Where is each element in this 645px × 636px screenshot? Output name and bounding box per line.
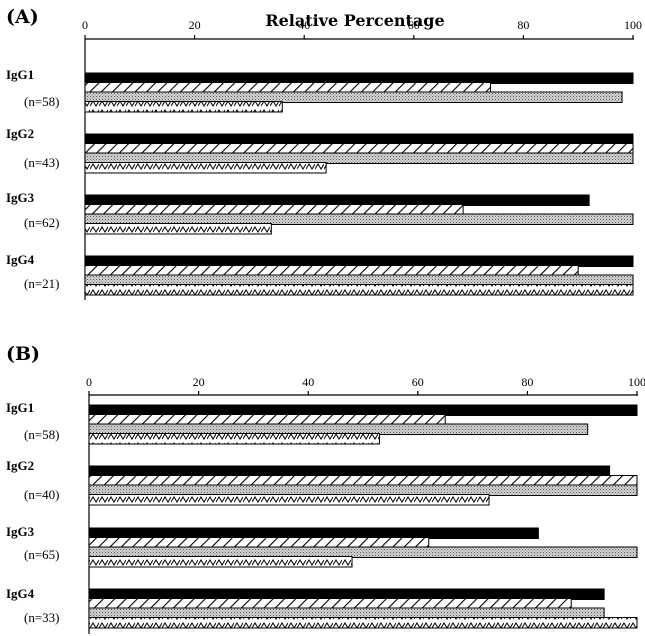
category-label-b-igg4: IgG4 bbox=[6, 586, 35, 601]
bar-b-igg2-hatched bbox=[88, 475, 638, 487]
x-tick-label-a-40: 40 bbox=[298, 18, 310, 32]
bar-b-igg1-dotted bbox=[88, 423, 589, 435]
bar-a-igg3-solid bbox=[84, 194, 590, 206]
bar-a-igg2-solid bbox=[84, 133, 634, 145]
bar-a-igg2-dotted bbox=[84, 152, 634, 164]
panel-a: (A) Relative Percentage 0 20 40 60 80 100 IgG… bbox=[6, 6, 642, 300]
bar-b-igg2-dotted bbox=[88, 484, 638, 496]
bar-a-igg1-hatched bbox=[84, 82, 492, 94]
bar-a-igg3-zigzag bbox=[84, 223, 272, 235]
bar-b-igg4-dotted bbox=[88, 607, 605, 619]
category-label-b-igg1: IgG1 bbox=[6, 400, 34, 415]
bar-a-igg1-dotted bbox=[84, 91, 623, 103]
bar-b-igg1-solid bbox=[88, 404, 638, 416]
bar-b-igg2-zigzag bbox=[88, 494, 490, 506]
bar-a-igg1-solid bbox=[84, 72, 634, 84]
bars-a bbox=[84, 72, 634, 296]
bar-a-igg4-hatched bbox=[84, 265, 579, 277]
bar-b-igg1-hatched bbox=[88, 414, 446, 426]
chart-title: Relative Percentage bbox=[265, 11, 444, 30]
category-label-b-igg2: IgG2 bbox=[6, 458, 34, 473]
category-label-a-igg4: IgG4 bbox=[6, 252, 35, 267]
x-tick-label-b-0: 0 bbox=[86, 375, 92, 389]
n-label-b-igg4: (n=33) bbox=[24, 610, 60, 625]
x-tick-label-a-100: 100 bbox=[624, 18, 642, 32]
x-tick-label-a-80: 80 bbox=[517, 18, 529, 32]
x-tick-label-b-100: 100 bbox=[628, 375, 645, 389]
bar-b-igg3-dotted bbox=[88, 546, 638, 558]
category-label-a-igg3: IgG3 bbox=[6, 190, 35, 205]
n-label-a-igg2: (n=43) bbox=[24, 155, 60, 170]
x-tick-label-b-20: 20 bbox=[193, 375, 205, 389]
bar-a-igg2-hatched bbox=[84, 143, 634, 155]
x-tick-label-a-20: 20 bbox=[189, 18, 201, 32]
category-label-a-igg2: IgG2 bbox=[6, 126, 34, 141]
bar-b-igg4-solid bbox=[88, 588, 605, 600]
bars-b bbox=[88, 404, 638, 629]
bar-b-igg3-hatched bbox=[88, 537, 430, 549]
bar-a-igg4-solid bbox=[84, 255, 634, 267]
n-label-a-igg3: (n=62) bbox=[24, 215, 60, 230]
bar-b-igg1-zigzag bbox=[88, 433, 380, 445]
x-tick-label-b-40: 40 bbox=[302, 375, 314, 389]
n-label-b-igg3: (n=65) bbox=[24, 547, 60, 562]
bar-b-igg4-zigzag bbox=[88, 617, 638, 629]
bar-a-igg4-zigzag bbox=[84, 284, 634, 296]
x-tick-label-a-0: 0 bbox=[82, 18, 88, 32]
x-axis-ticks-b: 0 20 40 60 80 100 bbox=[86, 375, 645, 395]
x-tick-label-b-60: 60 bbox=[412, 375, 424, 389]
category-label-a-igg1: IgG1 bbox=[6, 67, 34, 82]
panel-a-label: (A) bbox=[6, 6, 39, 28]
bar-a-igg1-zigzag bbox=[84, 101, 283, 113]
n-label-a-igg4: (n=21) bbox=[24, 276, 60, 291]
bar-b-igg4-hatched bbox=[88, 598, 572, 610]
n-label-b-igg1: (n=58) bbox=[24, 427, 60, 442]
bar-a-igg4-dotted bbox=[84, 274, 634, 286]
x-axis-ticks-a: 0 20 40 60 80 100 bbox=[82, 18, 642, 39]
n-label-a-igg1: (n=58) bbox=[24, 94, 60, 109]
panel-b-label: (B) bbox=[6, 343, 40, 365]
bar-b-igg3-zigzag bbox=[88, 556, 353, 568]
bar-a-igg3-dotted bbox=[84, 213, 634, 225]
bar-b-igg2-solid bbox=[88, 465, 611, 477]
category-label-b-igg3: IgG3 bbox=[6, 524, 35, 539]
panel-b: (B) 0 20 40 60 80 100 IgG1 (n=58) IgG2 (n=40)… bbox=[6, 343, 645, 634]
bar-b-igg3-solid bbox=[88, 527, 539, 539]
x-tick-label-b-80: 80 bbox=[521, 375, 533, 389]
bar-a-igg2-zigzag bbox=[84, 162, 327, 174]
x-tick-label-a-60: 60 bbox=[408, 18, 420, 32]
n-label-b-igg2: (n=40) bbox=[24, 487, 60, 502]
bar-a-igg3-hatched bbox=[84, 204, 464, 216]
